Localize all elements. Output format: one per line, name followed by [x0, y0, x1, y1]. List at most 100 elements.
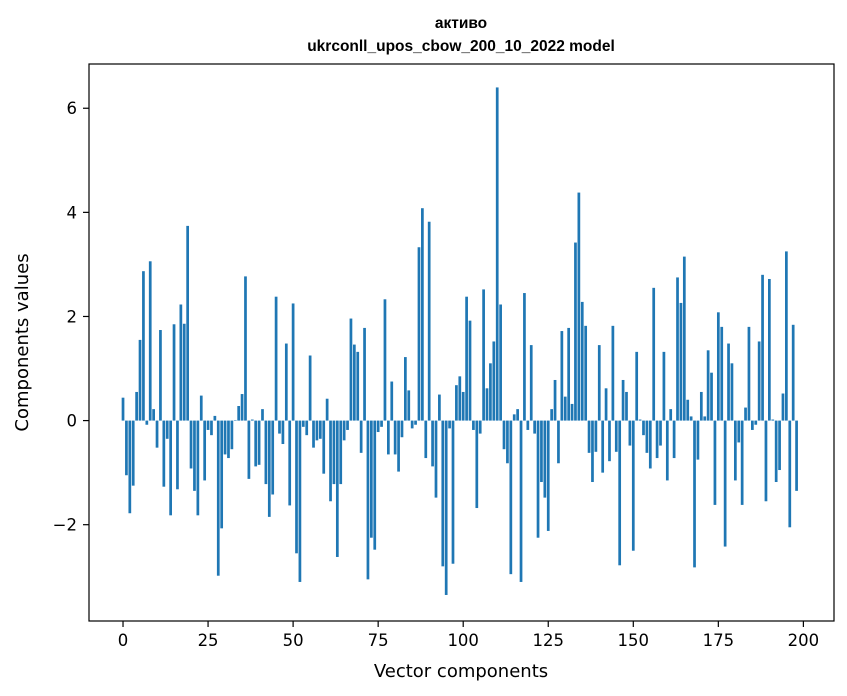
bar: [526, 420, 530, 430]
bar: [325, 398, 329, 421]
bar: [227, 420, 230, 459]
bar: [519, 420, 523, 582]
x-tick-label: 150: [618, 631, 650, 650]
bar: [652, 287, 656, 421]
bar: [567, 327, 571, 421]
bar: [196, 420, 200, 516]
bar: [145, 420, 149, 425]
bar: [621, 379, 625, 421]
bar: [730, 363, 734, 421]
bar: [434, 420, 438, 498]
y-tick-label: 0: [67, 412, 78, 431]
bar: [628, 420, 632, 446]
bars-group: [121, 87, 798, 595]
bar: [237, 406, 241, 421]
bar: [233, 420, 237, 421]
bar: [553, 379, 557, 421]
bar: [642, 420, 645, 436]
bar: [159, 330, 162, 421]
bar: [546, 420, 550, 531]
bar: [764, 420, 768, 502]
bar: [788, 420, 792, 528]
bar: [128, 420, 132, 514]
bar: [431, 420, 434, 467]
y-tick-label: 2: [67, 307, 78, 326]
bar: [356, 351, 360, 421]
bar: [448, 420, 451, 429]
bar: [220, 420, 224, 529]
bar: [659, 420, 662, 446]
bar: [142, 271, 145, 421]
bar: [352, 344, 356, 421]
bar: [376, 420, 380, 433]
bar: [570, 403, 574, 421]
bar: [155, 420, 159, 448]
bar: [315, 420, 319, 441]
bar: [176, 420, 179, 490]
bar: [468, 320, 472, 421]
bar: [121, 397, 125, 421]
y-tick-label: 6: [67, 99, 78, 118]
bar: [720, 326, 724, 421]
bar: [516, 409, 519, 421]
bar: [512, 414, 516, 421]
bar: [669, 409, 673, 421]
bar: [257, 420, 261, 465]
bar: [332, 420, 336, 485]
bar: [305, 420, 309, 436]
bar: [366, 420, 370, 580]
bar: [584, 325, 588, 421]
x-tick-label: 50: [283, 631, 304, 650]
bar: [682, 256, 686, 421]
x-axis-label: Vector components: [374, 661, 548, 682]
bar: [148, 261, 152, 421]
bar: [400, 420, 404, 438]
bar: [485, 388, 489, 421]
bar: [189, 420, 193, 469]
bar: [278, 420, 281, 434]
bar: [421, 208, 424, 421]
bar: [577, 192, 581, 421]
bar: [410, 420, 414, 429]
bar: [369, 420, 373, 538]
bar: [199, 395, 203, 421]
bar: [342, 420, 346, 441]
bar: [193, 420, 196, 491]
bar: [308, 355, 312, 421]
bar: [301, 420, 305, 427]
bar: [543, 420, 547, 498]
bar: [727, 343, 730, 421]
bar: [363, 327, 366, 421]
bar: [645, 420, 649, 453]
bar: [458, 376, 462, 421]
bar: [614, 420, 618, 452]
bar: [713, 420, 717, 505]
bar: [618, 420, 622, 566]
bar: [203, 420, 207, 481]
bar: [441, 420, 445, 567]
bar: [635, 351, 639, 421]
chart-subtitle: ukrconll_upos_cbow_200_10_2022 model: [307, 38, 615, 55]
bar: [751, 420, 754, 430]
bar: [404, 357, 407, 421]
bar: [689, 416, 693, 421]
bar: [499, 304, 502, 421]
bar: [152, 409, 155, 421]
bar: [781, 393, 785, 421]
bar: [696, 420, 700, 460]
bar: [506, 420, 509, 464]
bar: [135, 391, 138, 421]
bar: [768, 278, 771, 421]
bar: [397, 420, 400, 472]
bar: [165, 420, 169, 439]
bar: [186, 225, 190, 421]
y-axis-label: Components values: [12, 253, 33, 431]
bar: [318, 420, 322, 439]
bar: [665, 420, 669, 481]
bar: [329, 420, 332, 502]
bar: [264, 420, 268, 485]
bar: [747, 326, 751, 421]
bar: [699, 391, 703, 421]
bar: [414, 420, 417, 425]
